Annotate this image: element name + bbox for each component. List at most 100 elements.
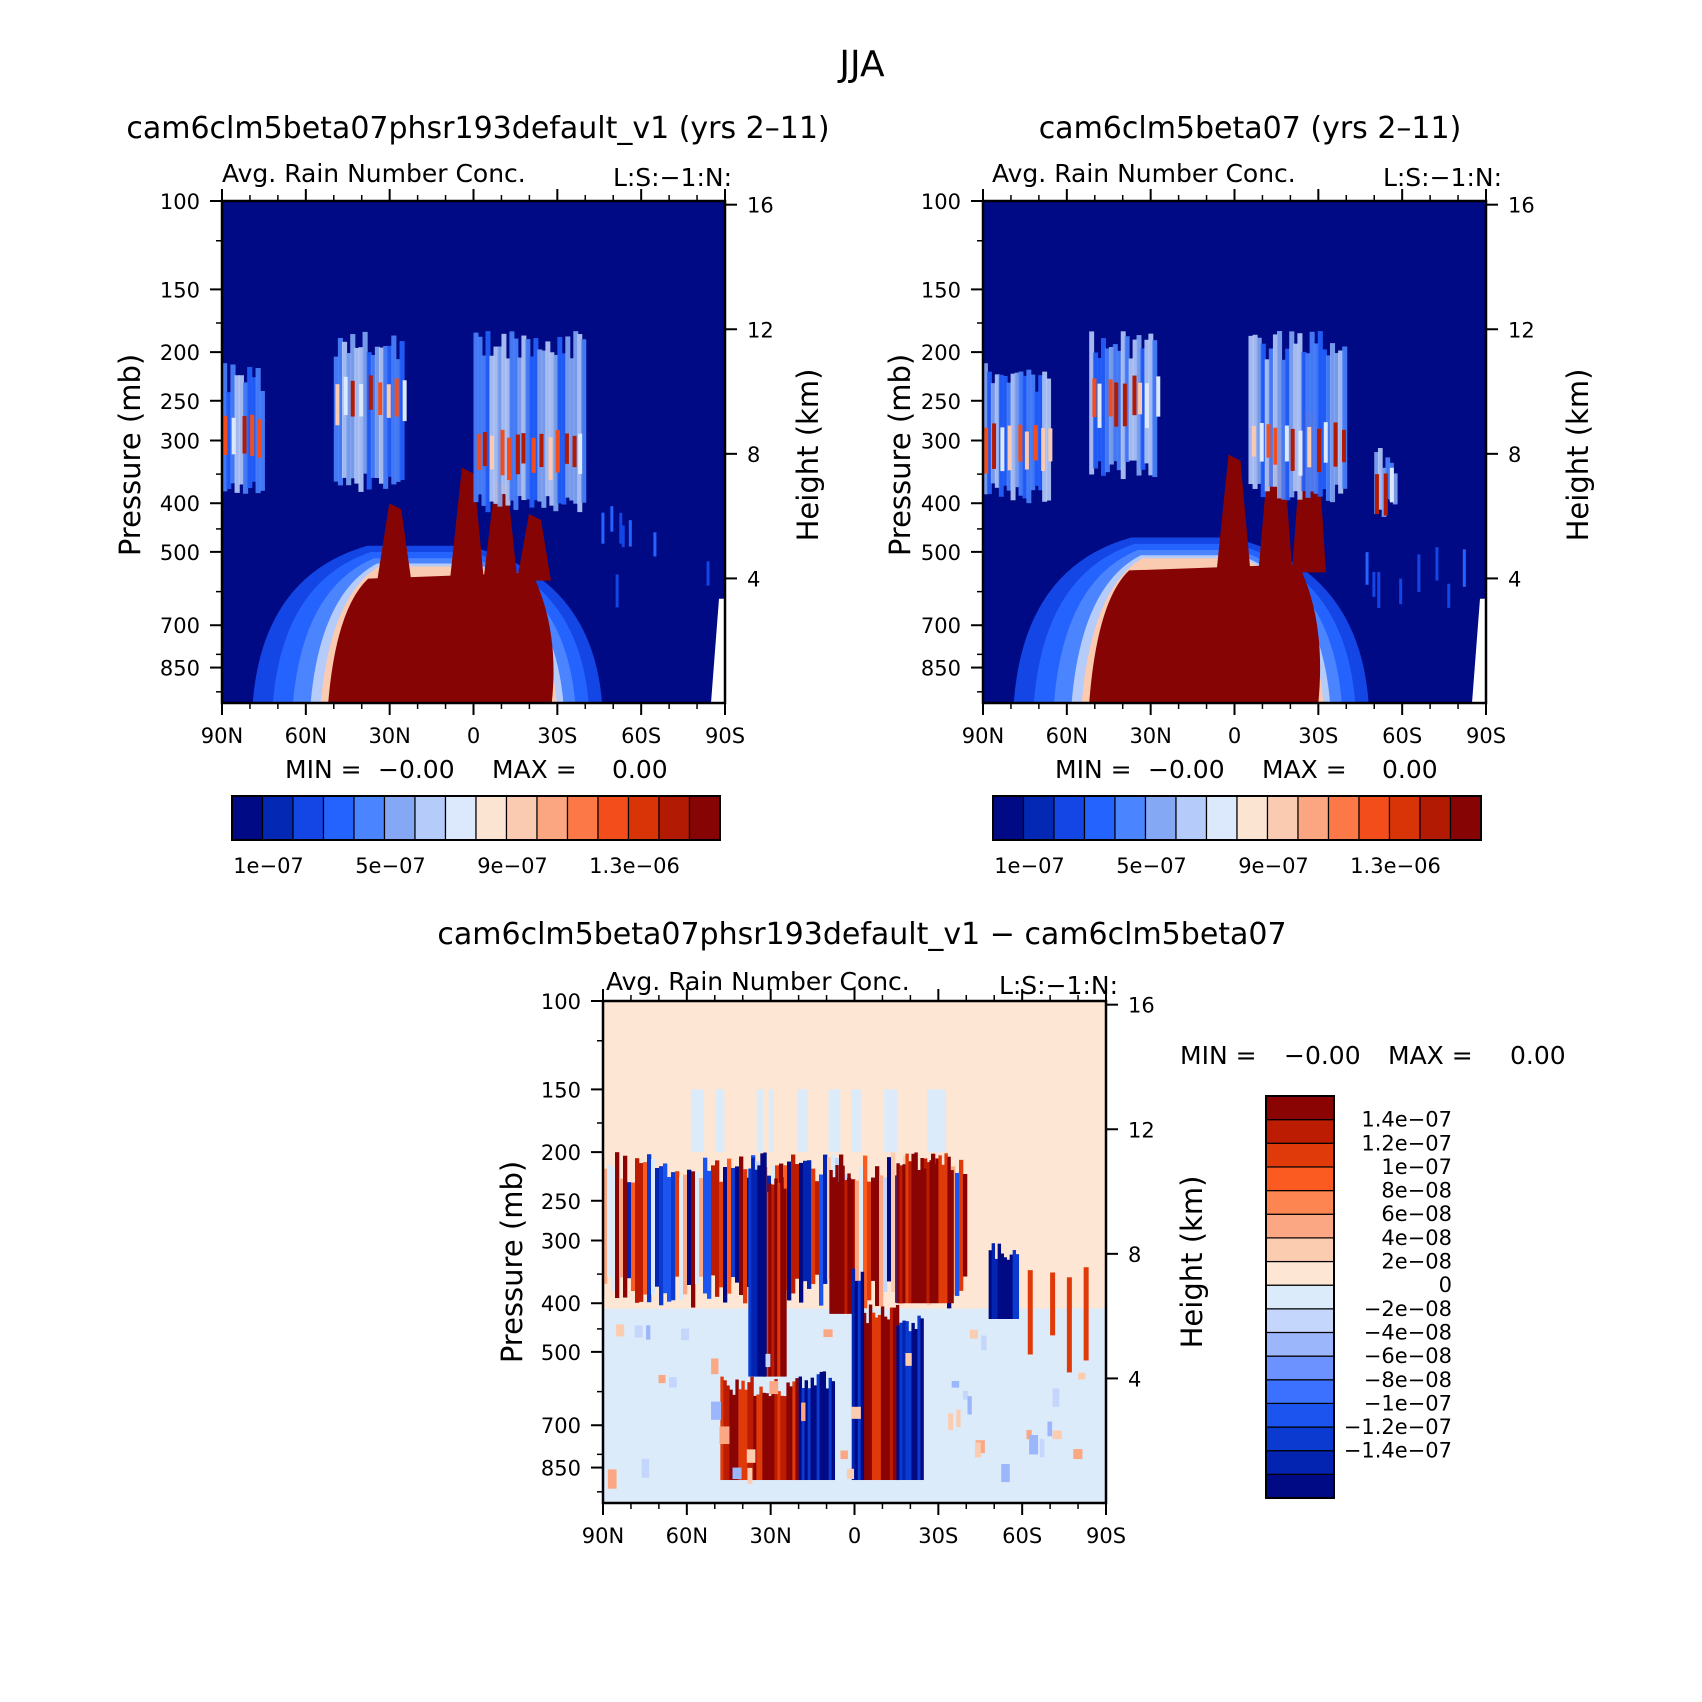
lower-mass — [1089, 564, 1321, 703]
colorbar-bin — [1114, 795, 1147, 841]
cirrus-core — [555, 429, 560, 473]
panel-diff-title: cam6clm5beta07phsr193default_v1 − cam6cl… — [437, 917, 1286, 952]
panel-right-subtitle-right: L:S:−1:N: — [1383, 163, 1502, 192]
diff-blob-strip — [886, 1319, 891, 1481]
cirrus-core — [1114, 382, 1119, 427]
panel-right-subtitle: Avg. Rain Number Conc. — [992, 159, 1296, 188]
diff-blob-strip — [865, 1323, 870, 1481]
colorbar-tick-label: −1.2e−07 — [1344, 1415, 1452, 1439]
colorbar-bin — [1265, 1284, 1335, 1310]
colorbar-tick-label: −1.4e−07 — [1344, 1439, 1452, 1463]
figure-title: JJA — [837, 44, 885, 85]
diff-blob-strip — [883, 1316, 888, 1481]
diff-blob-strip — [935, 1158, 939, 1304]
diff-blob-strip — [938, 1155, 942, 1304]
diff-streak — [719, 1181, 724, 1288]
colorbar-tick-label: 2e−08 — [1381, 1250, 1452, 1274]
panel-diff-min-value: −0.00 — [1284, 1041, 1361, 1070]
diff-blob-strip — [1003, 1257, 1008, 1320]
panel-right-colorbar: 1e−07 5e−07 9e−07 1.3e−06 — [992, 795, 1482, 878]
diff-streak — [807, 1160, 812, 1289]
cirrus-streak — [378, 347, 385, 484]
cirrus-core — [521, 433, 526, 464]
x-tick-label: 90S — [1086, 1524, 1126, 1548]
diff-blob-strip — [950, 1170, 954, 1304]
speckle — [1417, 554, 1421, 592]
colorbar-frame — [1265, 1095, 1335, 1499]
cirrus-core — [1024, 431, 1029, 470]
diff-speckle — [607, 1469, 617, 1489]
diff-blob-strip — [862, 1312, 867, 1481]
diff-streak — [659, 1166, 664, 1306]
diff-blob-strip — [816, 1374, 821, 1481]
panel-right: cam6clm5beta07 (yrs 2–11) Avg. Rain Numb… — [883, 111, 1595, 878]
diff-speckle — [956, 1409, 961, 1428]
diff-blob-strip — [920, 1157, 924, 1304]
y-tick-label: 500 — [541, 1341, 581, 1365]
veil — [851, 1089, 859, 1153]
y2-tick-label: 16 — [747, 194, 774, 218]
cirrus-streak — [489, 355, 495, 502]
cirrus-streak — [1152, 340, 1158, 478]
diff-blob-strip — [914, 1328, 918, 1481]
diff-blob-strip — [944, 1153, 948, 1304]
colorbar-bin — [1144, 795, 1177, 841]
cirrus-streak — [537, 349, 543, 502]
colorbar-tick-label: 5e−07 — [1116, 854, 1187, 878]
colorbar-bin — [1175, 795, 1208, 841]
diff-streak — [615, 1152, 620, 1299]
cirrus-streak — [557, 337, 563, 504]
colorbar-bin — [1265, 1237, 1335, 1263]
colorbar-bin — [261, 795, 294, 841]
colorbar-bin — [1265, 1355, 1335, 1381]
colorbar-frame — [231, 795, 721, 841]
diff-streak — [955, 1172, 960, 1296]
cirrus-core — [1251, 425, 1256, 457]
diff-streak — [707, 1170, 712, 1299]
cirrus-streak — [501, 333, 507, 495]
speckle — [1365, 552, 1369, 585]
colorbar-bin — [505, 795, 538, 841]
y-tick-label: 850 — [160, 657, 200, 681]
diff-blob-strip — [768, 1395, 772, 1481]
x-tick-label: 90N — [582, 1524, 624, 1548]
diff-blob-strip — [1009, 1254, 1014, 1320]
y-tick-label: 850 — [541, 1457, 581, 1481]
cirrus-streak — [1256, 337, 1262, 484]
diff-blob-strip — [783, 1188, 787, 1377]
cirrus-streak — [545, 341, 551, 497]
colorbar-tick-label: 1.3e−06 — [589, 854, 680, 878]
cirrus-core — [1138, 382, 1143, 415]
cirrus-streak — [1325, 355, 1331, 501]
y2-tick-label: 16 — [1508, 194, 1535, 218]
colorbar-bin — [1265, 1189, 1335, 1215]
x-tick-label: 0 — [1228, 724, 1241, 748]
colorbar-tick-label: −1e−07 — [1364, 1391, 1452, 1415]
colorbar-bin — [688, 795, 721, 841]
cirrus-core — [359, 383, 364, 417]
cirrus-core — [1298, 430, 1303, 476]
diff-blob-strip — [905, 1153, 909, 1304]
diff-blob-strip — [747, 1382, 751, 1481]
diff-blob-strip — [757, 1165, 761, 1377]
cirrus-streak — [1342, 346, 1348, 489]
cirrus-streak — [1252, 334, 1258, 489]
diff-blob-strip — [768, 1183, 772, 1377]
diff-blob-strip — [841, 1165, 845, 1314]
veil — [715, 1089, 725, 1153]
diff-speckle — [840, 1450, 848, 1460]
diff-blob-strip — [735, 1379, 739, 1481]
diff-streak — [959, 1159, 964, 1291]
diff-blob-strip — [789, 1386, 793, 1481]
colorbar-bin — [1022, 795, 1055, 841]
diff-streak — [879, 1175, 884, 1307]
panel-left-max-value: 0.00 — [612, 755, 668, 784]
diff-streak — [819, 1174, 824, 1306]
panel-right-max-label: MAX = — [1262, 755, 1347, 784]
y-tick-label: 250 — [541, 1190, 581, 1214]
colorbar-bin — [475, 795, 508, 841]
diff-speckle — [1029, 1435, 1039, 1455]
diff-blob-strip — [774, 1178, 778, 1377]
diff-blob-strip — [917, 1169, 921, 1304]
cirrus-streak — [354, 347, 360, 484]
